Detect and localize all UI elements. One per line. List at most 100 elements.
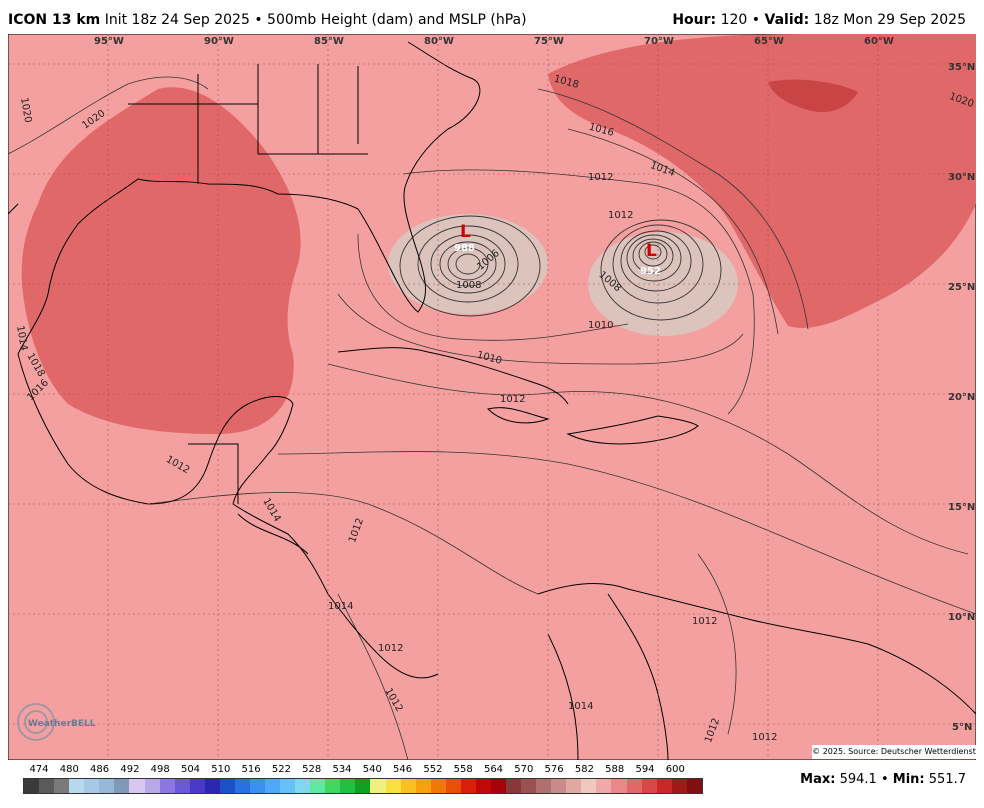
min-value: 551.7 [928,772,966,787]
field-stats: Max: 594.1 • Min: 551.7 [800,772,966,787]
isobar-label: 1012 [608,210,633,221]
lon-label: 65°W [754,36,784,47]
color-scale-swatch [506,779,522,793]
color-scale-label: 546 [393,764,413,775]
lon-label: 85°W [314,36,344,47]
lon-label: 70°W [644,36,674,47]
color-scale-swatch [39,779,55,793]
color-scale-label: 570 [514,764,534,775]
color-scale-swatch [54,779,70,793]
color-scale-swatch [490,779,506,793]
low-symbol: L [646,241,657,261]
color-scale-swatch [219,779,235,793]
ridge-atlantic-core [768,79,858,113]
low-pressure: 952 [640,266,661,277]
color-scale-label: 588 [605,764,625,775]
color-scale-label: 516 [241,764,261,775]
color-scale-swatch [355,779,371,793]
isobar-label: 1014 [568,701,593,712]
color-scale-swatch [460,779,476,793]
lat-label: 20°N [948,392,975,403]
color-scale-swatch [551,779,567,793]
isobar-label: 1020 [18,97,33,124]
lat-label: 10°N [948,612,975,623]
color-scale-swatch [325,779,341,793]
color-scale-swatch [415,779,431,793]
color-scale-swatch [475,779,491,793]
color-scale-swatch [84,779,100,793]
product-name: 500mb Height (dam) and MSLP (hPa) [267,12,527,28]
color-scale-label: 534 [332,764,352,775]
isobar-label: 1014 [328,601,353,612]
hour-label: Hour: [672,12,717,28]
map-title: ICON 13 km Init 18z 24 Sep 2025 • 500mb … [8,12,527,28]
valid-separator: • [751,12,761,28]
valid-value: 18z Mon 29 Sep 2025 [813,12,966,28]
isobars [8,76,976,760]
isobar-label: 1010 [588,320,613,331]
color-scale-swatch [99,779,115,793]
isobar-label: 1014 [14,325,29,352]
min-label: Min: [892,772,925,787]
color-scale-swatch [445,779,461,793]
low-pressure: 988 [454,243,475,254]
max-value: 594.1 [839,772,877,787]
max-label: Max: [800,772,836,787]
color-scale-label: 600 [665,764,685,775]
lon-label: 60°W [864,36,894,47]
color-scale-swatch [280,779,296,793]
isobar-label: 1012 [752,732,777,743]
low-1: L 988 [454,222,475,254]
valid-label: Valid: [764,12,810,28]
color-scale-swatch [114,779,130,793]
color-scale-swatch [581,779,597,793]
ridge-gulf [21,87,301,435]
low-2: L 952 [640,241,661,277]
color-scale-swatch [641,779,657,793]
color-scale-swatch [536,779,552,793]
color-scale-swatch [159,779,175,793]
color-scale-label: 582 [574,764,594,775]
color-scale-swatch [129,779,145,793]
color-scale-swatch [596,779,612,793]
color-scale-swatch [370,779,386,793]
color-scale-swatch [566,779,582,793]
color-scale-label: 594 [635,764,655,775]
lon-label: 75°W [534,36,564,47]
weatherbell-logo: WeatherBELL [17,703,96,741]
color-scale-swatch [69,779,85,793]
init-time: Init 18z 24 Sep 2025 [104,12,250,28]
color-scale-label: 540 [362,764,382,775]
color-scale-swatch [174,779,190,793]
color-scale-label: 504 [180,764,201,775]
color-scale-swatch [295,779,311,793]
longitude-labels: 95°W 90°W 85°W 80°W 75°W 70°W 65°W 60°W [94,36,894,47]
color-scale-label: 522 [271,764,291,775]
color-scale-label: 576 [544,764,564,775]
lat-label: 30°N [948,172,975,183]
color-scale-label: 492 [120,764,140,775]
source-credit: © 2025. Source: Deutscher Wetterdienst [812,745,976,759]
isobar-label: 1008 [456,280,481,291]
color-scale-label: 474 [29,764,49,775]
lon-label: 80°W [424,36,454,47]
lat-label: 25°N [948,282,975,293]
color-scale-swatch [265,779,281,793]
color-scale-swatch [430,779,446,793]
color-scale-bar [23,778,703,794]
isobar-label: 1012 [692,616,717,627]
color-scale-label: 498 [150,764,170,775]
color-scale-swatch [671,779,687,793]
color-scale-swatch [385,779,401,793]
color-scale-label: 528 [302,764,322,775]
title-separator: • [254,12,263,28]
lat-label: 15°N [948,502,975,513]
graticule [8,34,976,760]
color-scale-swatch [204,779,220,793]
isobar-label: 1012 [378,643,403,654]
color-scale-label: 486 [90,764,110,775]
color-scale-swatch [656,779,672,793]
isobar-label: 1012 [588,172,613,183]
color-scale-swatch [400,779,416,793]
lon-label: 90°W [204,36,234,47]
